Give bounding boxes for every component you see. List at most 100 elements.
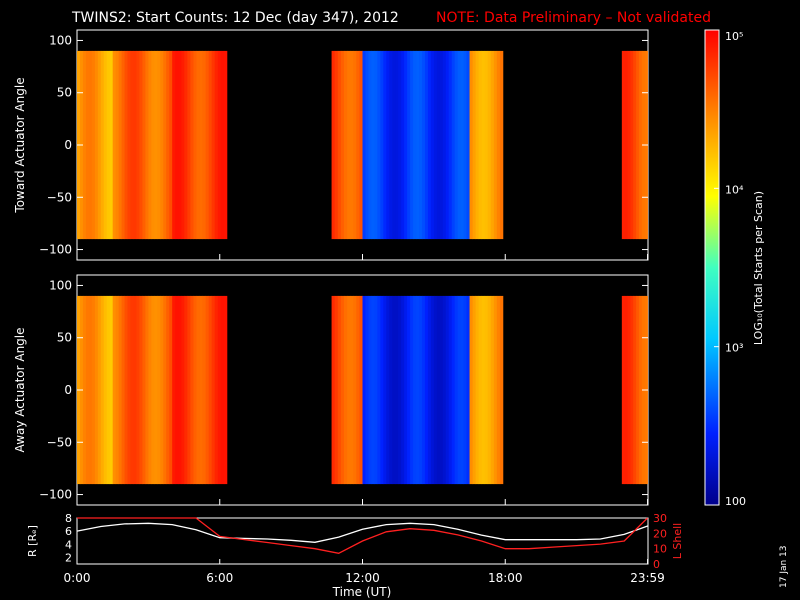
heatmap-cell bbox=[223, 50, 228, 240]
heatmap-cell bbox=[205, 50, 210, 240]
heatmap-cell bbox=[413, 50, 417, 240]
heatmap-cell bbox=[377, 295, 381, 485]
heatmap-cell bbox=[487, 50, 492, 240]
away-heatmap bbox=[77, 295, 648, 485]
heatmap-cell bbox=[359, 50, 363, 240]
heatmap-cell bbox=[112, 50, 117, 240]
heatmap-cell bbox=[211, 295, 216, 485]
heatmap-cell bbox=[334, 50, 339, 240]
colorbar-tick-label: 10⁴ bbox=[725, 183, 744, 196]
heatmap-cell bbox=[633, 295, 637, 485]
lshell-line bbox=[77, 517, 648, 554]
heatmap-cell bbox=[133, 50, 137, 240]
heatmap-cell bbox=[154, 50, 158, 240]
heatmap-cell bbox=[127, 295, 131, 485]
heatmap-cell bbox=[166, 295, 170, 485]
heatmap-cell bbox=[380, 50, 384, 240]
heatmap-cell bbox=[199, 295, 203, 485]
heatmap-cell bbox=[127, 50, 131, 240]
toward-heatmap bbox=[77, 50, 648, 240]
heatmap-cell bbox=[211, 50, 216, 240]
heatmap-cell bbox=[368, 295, 372, 485]
heatmap-cell bbox=[421, 295, 426, 485]
heatmap-cell bbox=[401, 50, 405, 240]
heatmap-cell bbox=[374, 295, 378, 485]
away-panel: 100 50 0 −50 −100 Away Actuator Angle bbox=[13, 274, 649, 506]
heatmap-cell bbox=[178, 50, 182, 240]
heatmap-cell bbox=[85, 50, 90, 240]
heatmap-cell bbox=[142, 50, 146, 240]
heatmap-cell bbox=[172, 50, 176, 240]
heatmap-cell bbox=[337, 50, 342, 240]
heatmap-cell bbox=[430, 50, 435, 240]
heatmap-cell bbox=[427, 50, 432, 240]
preliminary-note: NOTE: Data Preliminary – Not validated bbox=[436, 10, 711, 26]
heatmap-cell bbox=[94, 295, 99, 485]
heatmap-cell bbox=[214, 295, 219, 485]
heatmap-cell bbox=[124, 295, 128, 485]
colorbar-scale bbox=[704, 29, 720, 506]
heatmap-cell bbox=[445, 295, 450, 485]
heatmap-cell bbox=[380, 295, 384, 485]
heatmap-cell bbox=[398, 295, 402, 485]
heatmap-cell bbox=[362, 295, 366, 485]
heatmap-cell bbox=[398, 50, 402, 240]
heatmap-cell bbox=[208, 50, 213, 240]
heatmap-cell bbox=[172, 295, 176, 485]
heatmap-cell bbox=[478, 295, 483, 485]
heatmap-cell bbox=[356, 295, 360, 485]
heatmap-cell bbox=[196, 295, 200, 485]
heatmap-cell bbox=[97, 50, 102, 240]
heatmap-cell bbox=[133, 295, 137, 485]
heatmap-cell bbox=[442, 295, 447, 485]
heatmap-cell bbox=[223, 295, 228, 485]
heatmap-cell bbox=[389, 295, 393, 485]
heatmap-cell bbox=[460, 295, 465, 485]
heatmap-cell bbox=[356, 50, 360, 240]
heatmap-cell bbox=[193, 50, 197, 240]
y-tick-label: 50 bbox=[57, 331, 72, 345]
heatmap-cell bbox=[340, 295, 345, 485]
heatmap-cell bbox=[496, 295, 501, 485]
radius-tick-label: 2 bbox=[65, 551, 72, 564]
lshell-axis-label: L Shell bbox=[671, 523, 684, 559]
heatmap-cell bbox=[383, 295, 387, 485]
heatmap-cell bbox=[407, 50, 411, 240]
heatmap-cell bbox=[638, 295, 643, 485]
colorbar-tick-label: 10⁵ bbox=[725, 30, 743, 43]
heatmap-cell bbox=[386, 295, 390, 485]
y-tick-label: 50 bbox=[57, 86, 72, 100]
heatmap-cell bbox=[217, 50, 222, 240]
radius-tick-label: 4 bbox=[65, 538, 72, 551]
colorbar-label: LOG₁₀(Total Starts per Scan) bbox=[752, 191, 765, 345]
y-tick-label: −50 bbox=[47, 190, 72, 204]
lshell-tick-label: 30 bbox=[653, 512, 667, 525]
heatmap-cell bbox=[202, 50, 207, 240]
heatmap-cell bbox=[395, 295, 399, 485]
heatmap-cell bbox=[496, 50, 501, 240]
heatmap-cell bbox=[499, 295, 504, 485]
heatmap-cell bbox=[633, 50, 637, 240]
heatmap-cell bbox=[416, 50, 420, 240]
heatmap-cell bbox=[624, 295, 628, 485]
heatmap-cell bbox=[118, 295, 123, 485]
colorbar: 10⁵ 10⁴ 10³ 100 LOG₁₀(Total Starts per Scan… bbox=[704, 29, 765, 508]
lshell-tick-label: 20 bbox=[653, 527, 667, 540]
time-tick-label: 12:00 bbox=[345, 571, 380, 585]
heatmap-cell bbox=[624, 50, 628, 240]
heatmap-cell bbox=[401, 295, 405, 485]
heatmap-cell bbox=[187, 295, 191, 485]
heatmap-cell bbox=[151, 295, 155, 485]
y-tick-label: −50 bbox=[47, 435, 72, 449]
heatmap-cell bbox=[178, 295, 182, 485]
heatmap-cell bbox=[347, 50, 351, 240]
heatmap-cell bbox=[169, 295, 173, 485]
heatmap-cell bbox=[190, 50, 194, 240]
heatmap-cell bbox=[627, 295, 631, 485]
heatmap-cell bbox=[463, 50, 467, 240]
heatmap-cell bbox=[472, 50, 477, 240]
heatmap-cell bbox=[121, 295, 125, 485]
heatmap-cell bbox=[136, 295, 140, 485]
heatmap-cell bbox=[466, 50, 470, 240]
